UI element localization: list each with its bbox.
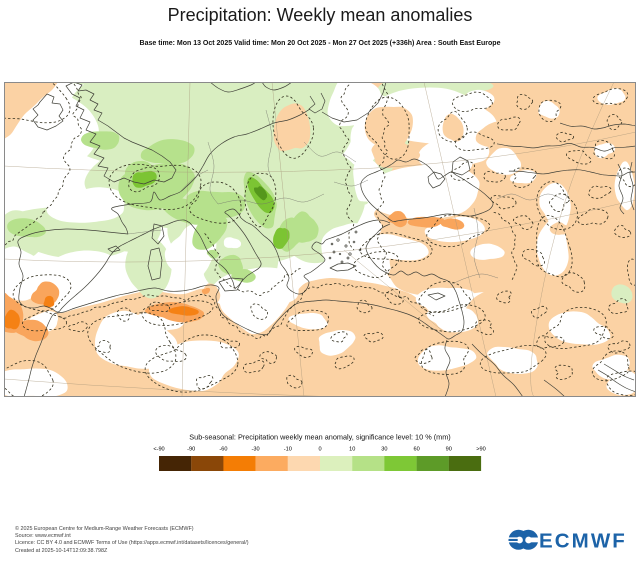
svg-text:<-90: <-90 [153,447,164,453]
svg-text:90: 90 [446,447,452,453]
svg-text:60: 60 [413,447,419,453]
svg-text:0: 0 [318,447,321,453]
svg-text:30: 30 [381,447,387,453]
svg-text:>90: >90 [476,447,486,453]
svg-text:Sub-seasonal: Precipitation we: Sub-seasonal: Precipitation weekly mean … [189,433,450,442]
svg-text:-30: -30 [252,447,260,453]
svg-text:-60: -60 [219,447,227,453]
svg-text:-90: -90 [187,447,195,453]
svg-text:-10: -10 [284,447,292,453]
svg-text:10: 10 [349,447,355,453]
svg-text:ECMWF: ECMWF [539,530,627,553]
